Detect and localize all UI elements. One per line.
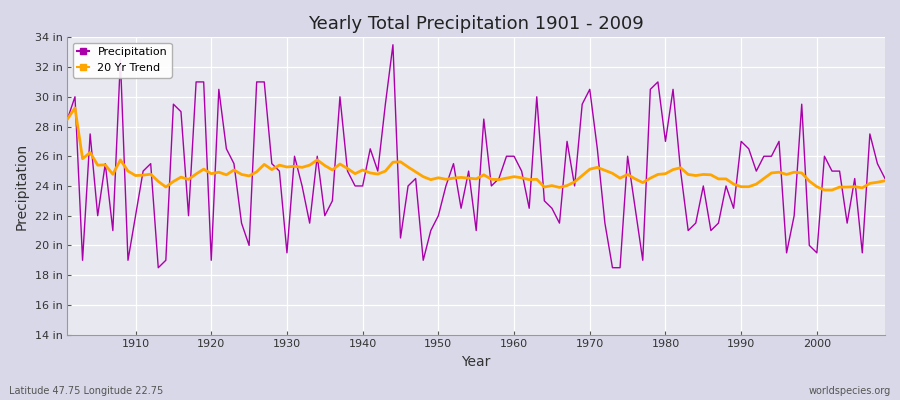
Y-axis label: Precipitation: Precipitation — [15, 142, 29, 230]
Title: Yearly Total Precipitation 1901 - 2009: Yearly Total Precipitation 1901 - 2009 — [309, 15, 644, 33]
Text: Latitude 47.75 Longitude 22.75: Latitude 47.75 Longitude 22.75 — [9, 386, 163, 396]
X-axis label: Year: Year — [462, 355, 490, 369]
Text: worldspecies.org: worldspecies.org — [809, 386, 891, 396]
Legend: Precipitation, 20 Yr Trend: Precipitation, 20 Yr Trend — [73, 43, 172, 78]
